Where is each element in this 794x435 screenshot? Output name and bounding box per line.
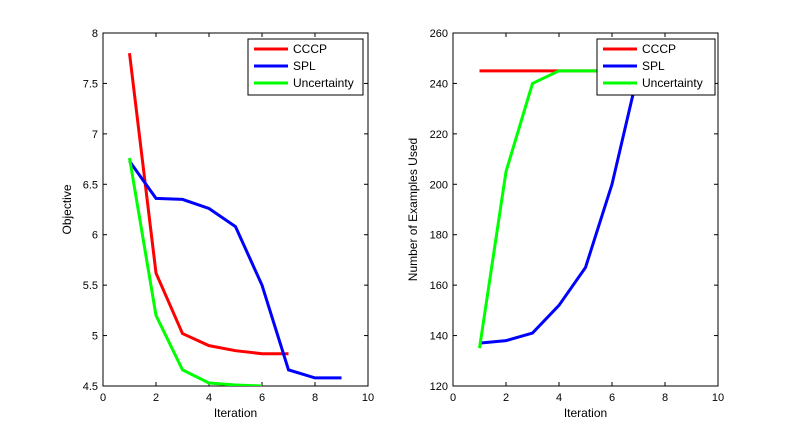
- y-tick-label: 140: [430, 331, 448, 343]
- legend-label: Uncertainty: [293, 76, 354, 90]
- y-tick-label: 6: [92, 230, 98, 242]
- legend-label: SPL: [642, 59, 665, 73]
- x-tick-label: 4: [556, 392, 562, 404]
- legend: CCCP SPL Uncertainty: [596, 38, 716, 96]
- y-tick-label: 8: [92, 28, 98, 40]
- y-tick-label: 200: [430, 179, 448, 191]
- x-tick-label: 8: [312, 392, 318, 404]
- chart-2: 0 2 4 6 8 10 120 140 160 180 200 220 240 260 Iteration…: [406, 28, 724, 420]
- legend-label: CCCP: [642, 42, 676, 56]
- series-line-cccp: [128, 52, 289, 356]
- y-tick-label: 260: [430, 28, 448, 40]
- chart-1: 0 2 4 6 8 10 4.5 5 5.5 6 6.5 7 7.5 8 Iteration Objectiv…: [60, 28, 374, 420]
- x-tick-label: 2: [503, 392, 509, 404]
- y-tick-label: 120: [430, 381, 448, 393]
- y-tick-label: 240: [430, 78, 448, 90]
- y-axis-label: Number of Examples Used: [406, 138, 420, 281]
- y-tick-label: 5: [92, 331, 98, 343]
- y-tick-label: 160: [430, 280, 448, 292]
- y-tick-label: 6.5: [83, 179, 98, 191]
- x-tick-label: 0: [100, 392, 106, 404]
- y-tick-label: 220: [430, 129, 448, 141]
- y-tick-label: 180: [430, 230, 448, 242]
- series-line-uncertainty: [128, 157, 263, 386]
- x-tick-label: 2: [153, 392, 159, 404]
- legend-label: Uncertainty: [642, 76, 703, 90]
- y-axis-label: Objective: [60, 184, 74, 234]
- x-axis-label: Iteration: [214, 406, 257, 420]
- y-tick-label: 4.5: [83, 381, 98, 393]
- legend: CCCP SPL Uncertainty: [247, 38, 364, 96]
- x-tick-label: 8: [662, 392, 668, 404]
- x-tick-label: 10: [712, 392, 724, 404]
- y-tick-label: 7: [92, 129, 98, 141]
- x-tick-label: 4: [206, 392, 212, 404]
- legend-label: CCCP: [293, 42, 327, 56]
- y-tick-label: 5.5: [83, 280, 98, 292]
- series-line-spl: [479, 70, 640, 345]
- series-line-spl: [128, 160, 342, 380]
- x-tick-label: 10: [362, 392, 374, 404]
- x-axis-label: Iteration: [564, 406, 607, 420]
- x-tick-label: 6: [609, 392, 615, 404]
- x-tick-label: 0: [450, 392, 456, 404]
- legend-label: SPL: [293, 59, 316, 73]
- y-tick-label: 7.5: [83, 78, 98, 90]
- x-tick-label: 6: [259, 392, 265, 404]
